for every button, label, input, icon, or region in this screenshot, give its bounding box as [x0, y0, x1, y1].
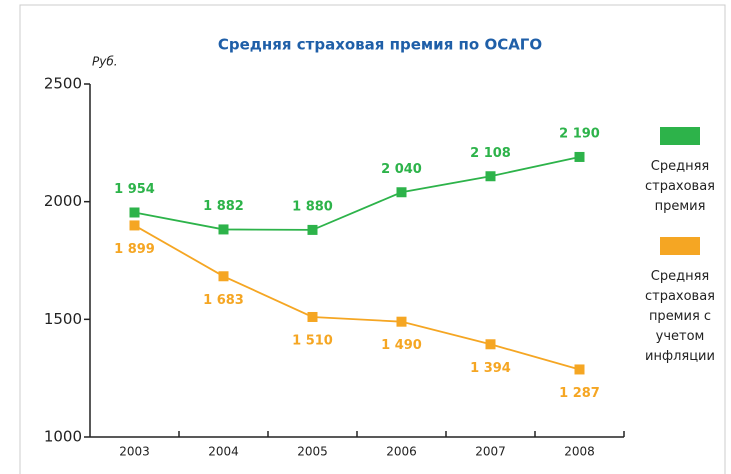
- x-tick-label: 2008: [564, 445, 595, 459]
- x-tick-label: 2006: [386, 445, 417, 459]
- legend-label: Средняя страховая премия: [644, 159, 716, 214]
- data-label: 1 287: [559, 386, 600, 401]
- data-label: 1 490: [381, 338, 422, 353]
- data-label: 2 040: [381, 162, 422, 177]
- data-label: 1 510: [292, 333, 333, 348]
- x-tick-label: 2005: [297, 445, 328, 459]
- data-label: 2 108: [470, 146, 511, 161]
- y-axis-label: Руб.: [92, 55, 118, 69]
- point: [218, 224, 229, 235]
- data-label: 1 954: [114, 182, 155, 197]
- point: [129, 220, 140, 231]
- series-line: [134, 156, 580, 231]
- x-tick-label: 2004: [208, 445, 239, 459]
- frame: [19, 4, 726, 474]
- y-tick-label: 1500: [44, 310, 82, 328]
- data-label: 1 880: [292, 199, 333, 214]
- point: [574, 364, 585, 375]
- data-label: 1 683: [203, 293, 244, 308]
- point: [485, 339, 496, 350]
- x-tick-label: 2007: [475, 445, 506, 459]
- legend-label: Средняя страховая премия с учетом инфляц…: [644, 269, 716, 364]
- legend-swatch: [660, 237, 700, 255]
- point: [396, 187, 407, 198]
- series-line: [134, 224, 580, 371]
- data-label: 1 899: [114, 242, 155, 257]
- x-tick-label: 2003: [119, 445, 150, 459]
- y-tick-label: 2000: [44, 192, 82, 210]
- data-label: 1 394: [470, 361, 511, 376]
- chart-title: Средняя страховая премия по ОСАГО: [218, 36, 542, 54]
- legend-swatch: [660, 127, 700, 145]
- point: [218, 271, 229, 282]
- y-tick-label: 2500: [44, 75, 82, 93]
- point: [574, 151, 585, 162]
- point: [129, 207, 140, 218]
- point: [396, 316, 407, 327]
- point: [307, 224, 318, 235]
- data-label: 1 882: [203, 199, 244, 214]
- point: [307, 311, 318, 322]
- y-tick-label: 1000: [44, 428, 82, 446]
- data-label: 2 190: [559, 126, 600, 141]
- point: [485, 171, 496, 182]
